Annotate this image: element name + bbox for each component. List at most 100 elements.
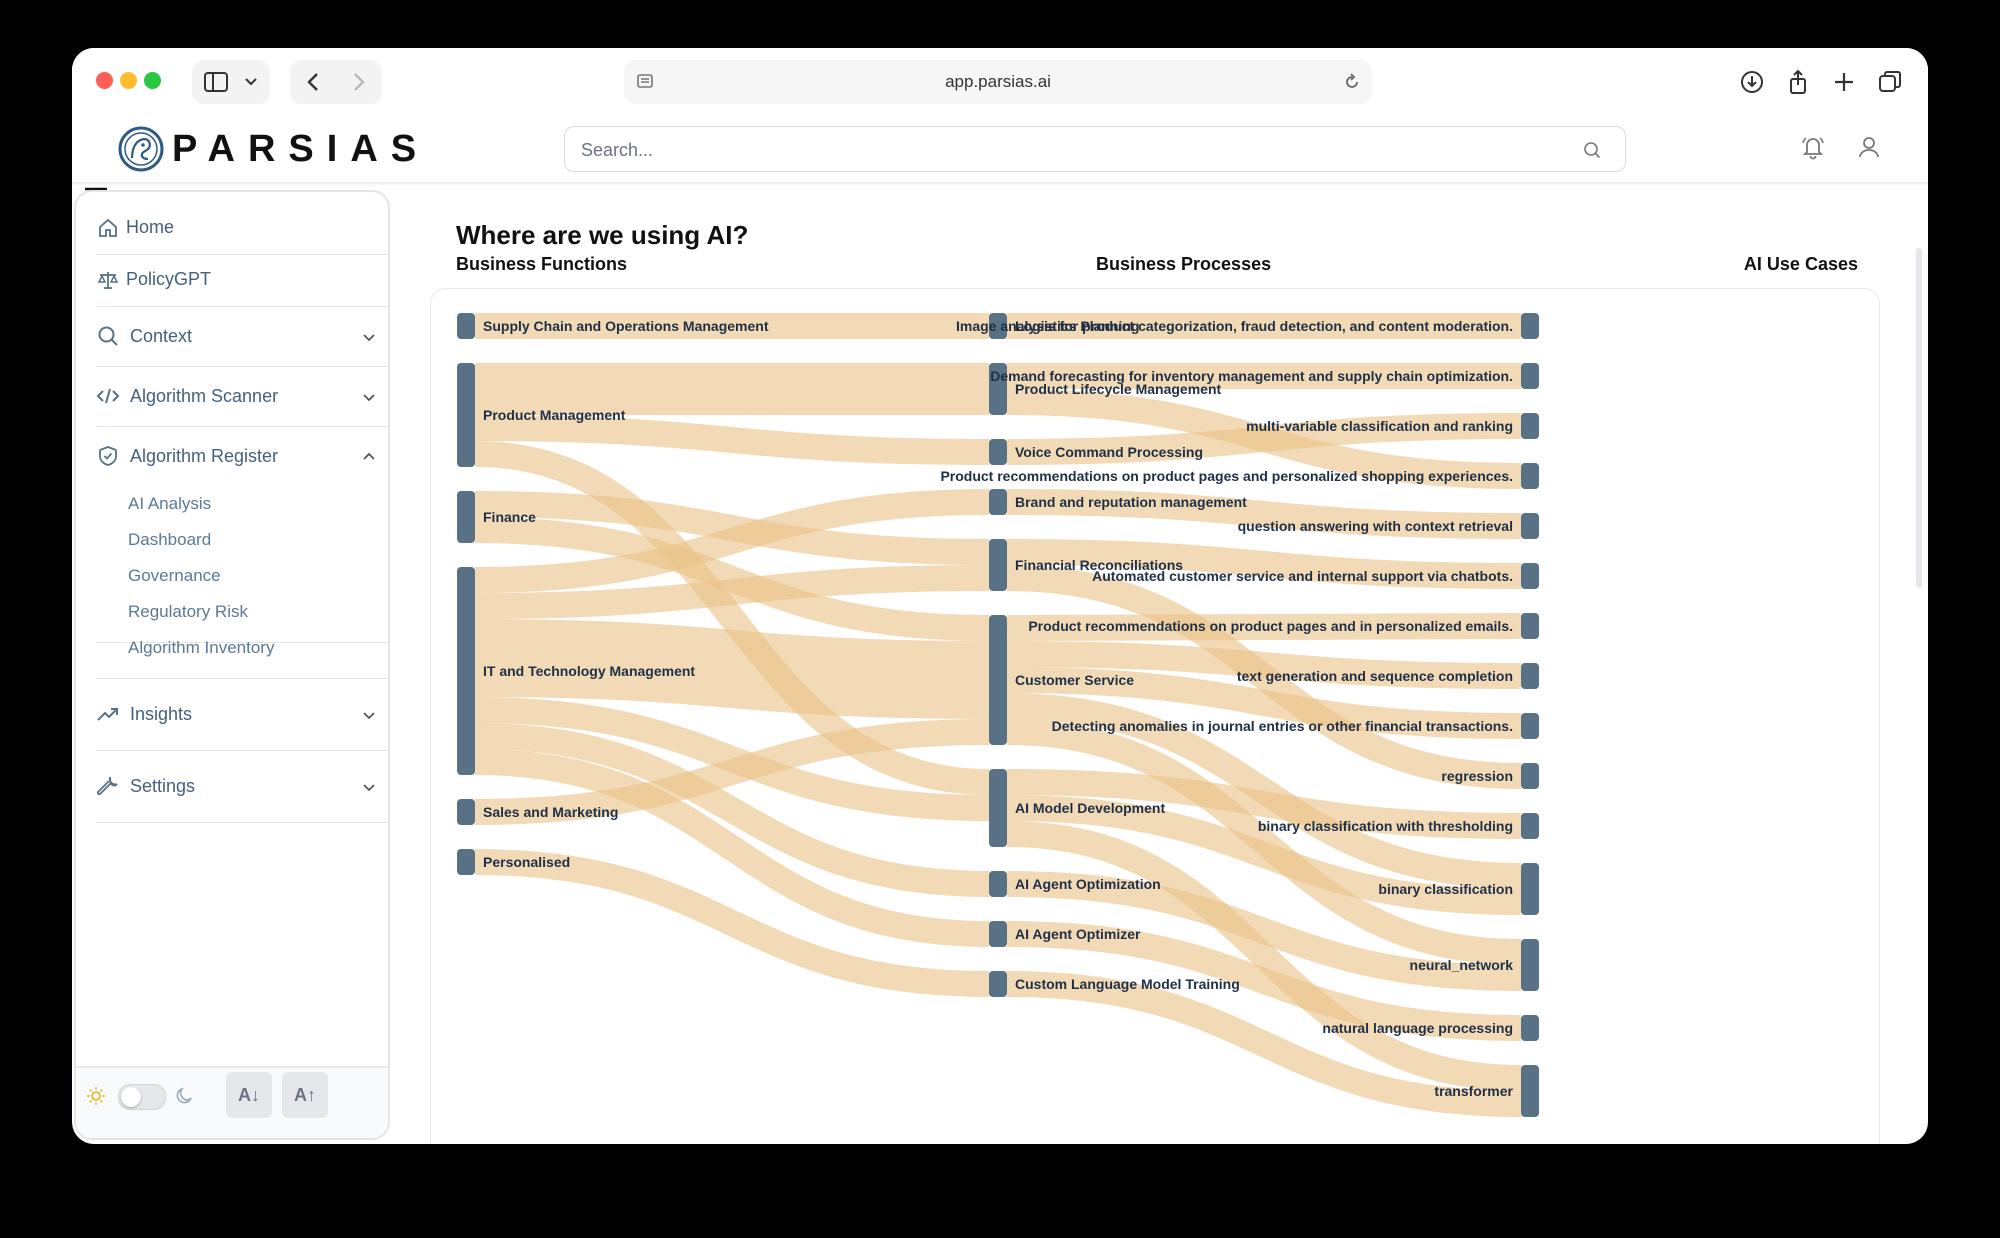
forward-icon[interactable] <box>348 71 368 93</box>
sankey-node-f_pm[interactable] <box>457 363 475 467</box>
sidebar-item-insights[interactable]: Insights <box>96 678 388 751</box>
chevron-down-icon[interactable] <box>360 778 378 796</box>
sankey-node-p_cs[interactable] <box>989 615 1007 745</box>
search-input[interactable]: Search... <box>564 126 1626 172</box>
sankey-node-u_img[interactable] <box>1521 313 1539 339</box>
theme-toggle[interactable] <box>118 1084 166 1110</box>
sankey-link-p_brm-u_qa[interactable] <box>1006 489 1522 539</box>
sidebar-item-policygpt[interactable]: PolicyGPT <box>96 254 388 307</box>
chevron-down-icon[interactable] <box>360 388 378 406</box>
sankey-node-p_aaor[interactable] <box>989 921 1007 947</box>
sankey-node-p_amd[interactable] <box>989 769 1007 847</box>
sankey-link-p_amd-u_bct[interactable] <box>1006 769 1522 839</box>
subitem-regulatory-risk[interactable]: Regulatory Risk <box>128 602 248 621</box>
zoom-window-button[interactable] <box>144 72 161 89</box>
sankey-node-u_dem[interactable] <box>1521 363 1539 389</box>
sankey-link-p_cs-u_tg[interactable] <box>1006 641 1522 689</box>
sankey-link-f_it-p_brm[interactable] <box>474 489 990 593</box>
sankey-link-p_fr-u_acs[interactable] <box>1006 539 1522 589</box>
sidebar-item-algorithm-register[interactable]: Algorithm Register AI Analysis Dashboard… <box>96 426 388 657</box>
sankey-link-p_aaor-u_nlp[interactable] <box>1006 921 1522 1041</box>
sankey-node-u_nn[interactable] <box>1521 939 1539 991</box>
sidebar-item-home[interactable]: Home <box>96 202 388 255</box>
subitem-governance[interactable]: Governance <box>128 566 221 585</box>
page-scrollbar[interactable] <box>1916 248 1922 588</box>
sankey-link-p_cs-u_ano[interactable] <box>1006 667 1522 739</box>
sankey-node-u_prs[interactable] <box>1521 463 1539 489</box>
sankey-link-f_it-p_aaor[interactable] <box>474 749 990 947</box>
sankey-label-u_ano: Detecting anomalies in journal entries o… <box>1052 718 1513 734</box>
sankey-node-p_clm[interactable] <box>989 971 1007 997</box>
sankey-link-p_aao-u_nn[interactable] <box>1006 871 1522 991</box>
sankey-node-f_sc[interactable] <box>457 313 475 339</box>
sankey-link-f_sm-p_cs[interactable] <box>474 719 990 825</box>
close-window-button[interactable] <box>96 72 113 89</box>
sankey-link-p_cs-u_pre[interactable] <box>1006 613 1522 641</box>
sankey-node-u_ano[interactable] <box>1521 713 1539 739</box>
new-tab-icon[interactable] <box>1830 68 1858 96</box>
sankey-node-f_pers[interactable] <box>457 849 475 875</box>
url-text[interactable]: app.parsias.ai <box>945 72 1051 91</box>
back-icon[interactable] <box>304 71 324 93</box>
sankey-node-p_vcp[interactable] <box>989 439 1007 465</box>
sankey-node-p_aao[interactable] <box>989 871 1007 897</box>
moon-icon[interactable] <box>174 1086 194 1106</box>
user-icon[interactable] <box>1856 134 1882 160</box>
subitem-dashboard[interactable]: Dashboard <box>128 530 212 549</box>
sankey-link-f_pers-p_clm[interactable] <box>474 849 990 997</box>
sidebar-item-algorithm-scanner[interactable]: Algorithm Scanner <box>96 366 388 427</box>
sidebar-item-settings[interactable]: Settings <box>96 750 388 823</box>
sankey-node-u_acs[interactable] <box>1521 563 1539 589</box>
sankey-link-f_pm-p_vcp[interactable] <box>474 415 990 465</box>
sidebar-item-context[interactable]: Context <box>96 306 388 367</box>
sankey-link-f_pm-p_amd[interactable] <box>474 441 990 795</box>
sankey-node-p_log[interactable] <box>989 313 1007 339</box>
increase-font-button[interactable]: A↑ <box>282 1072 328 1118</box>
column-header-functions: Business Functions <box>456 254 628 274</box>
sankey-node-u_tg[interactable] <box>1521 663 1539 689</box>
sankey-node-u_tf[interactable] <box>1521 1065 1539 1117</box>
sankey-node-f_fin[interactable] <box>457 491 475 543</box>
sankey-node-p_fr[interactable] <box>989 539 1007 591</box>
reload-icon[interactable] <box>1342 72 1362 92</box>
chevron-up-icon[interactable] <box>360 448 378 466</box>
tabs-overview-icon[interactable] <box>1876 68 1904 96</box>
sankey-node-f_sm[interactable] <box>457 799 475 825</box>
sankey-link-f_it-p_aao[interactable] <box>474 723 990 897</box>
sankey-label-u_nn: neural_network <box>1410 957 1514 973</box>
sankey-node-u_reg[interactable] <box>1521 763 1539 789</box>
subitem-ai-analysis[interactable]: AI Analysis <box>128 494 212 513</box>
sankey-node-u_pre[interactable] <box>1521 613 1539 639</box>
sankey-node-p_plm[interactable] <box>989 363 1007 415</box>
sun-icon[interactable] <box>86 1086 106 1106</box>
sankey-node-f_it[interactable] <box>457 567 475 775</box>
bell-icon[interactable] <box>1800 134 1826 160</box>
sankey-node-u_bc[interactable] <box>1521 863 1539 915</box>
sankey-node-u_qa[interactable] <box>1521 513 1539 539</box>
share-icon[interactable] <box>1784 68 1812 96</box>
sankey-link-f_it-p_cs[interactable] <box>474 619 990 719</box>
download-icon[interactable] <box>1738 68 1766 96</box>
sankey-link-p_amd-u_tf[interactable] <box>1006 821 1522 1091</box>
sankey-link-p_vcp-u_mvc[interactable] <box>1006 413 1522 465</box>
sidebar-toggle-icon[interactable] <box>204 72 228 92</box>
sankey-node-u_mvc[interactable] <box>1521 413 1539 439</box>
chevron-down-icon[interactable] <box>360 328 378 346</box>
sankey-link-f_it-p_fr[interactable] <box>474 565 990 619</box>
address-bar[interactable]: app.parsias.ai <box>624 60 1372 104</box>
decrease-font-button[interactable]: A↓ <box>226 1072 272 1118</box>
sankey-node-u_nlp[interactable] <box>1521 1015 1539 1041</box>
browser-window: app.parsias.ai PARSIAS Search... Home Po… <box>72 48 1928 1144</box>
chevron-down-icon[interactable] <box>244 76 258 88</box>
sidebar-toggle-group[interactable] <box>192 60 270 104</box>
subitem-algorithm-inventory[interactable]: Algorithm Inventory <box>128 638 275 657</box>
chevron-down-icon[interactable] <box>360 706 378 724</box>
reader-icon[interactable] <box>636 73 654 91</box>
minimize-window-button[interactable] <box>120 72 137 89</box>
sankey-node-u_bct[interactable] <box>1521 813 1539 839</box>
search-icon[interactable] <box>1583 141 1601 159</box>
sankey-link-p_clm-u_tf[interactable] <box>1006 971 1522 1117</box>
brand-name[interactable]: PARSIAS <box>172 128 430 170</box>
sankey-node-p_brm[interactable] <box>989 489 1007 515</box>
sankey-link-p_amd-u_bc[interactable] <box>1006 795 1522 915</box>
